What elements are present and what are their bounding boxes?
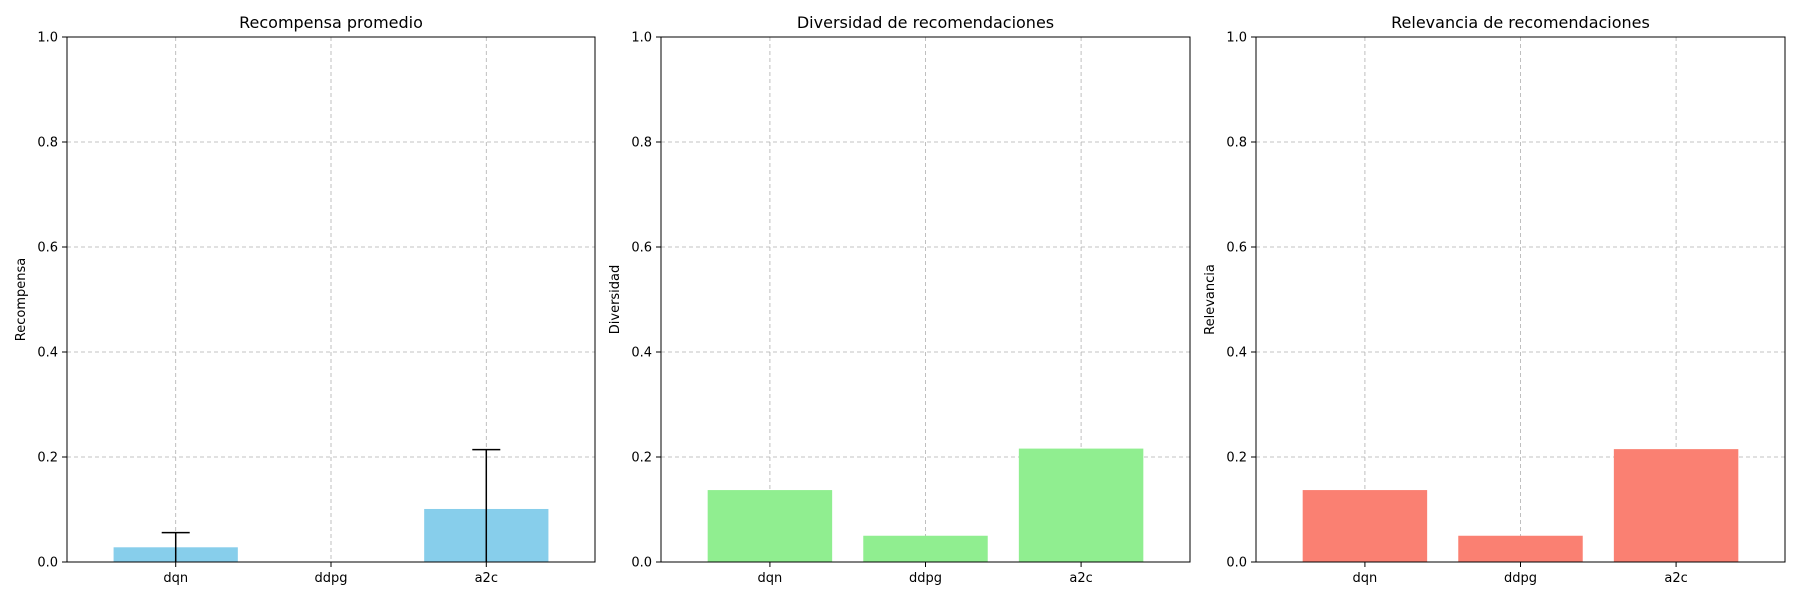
y-tick-label: 0.6 <box>1226 241 1247 256</box>
y-tick-label: 0.2 <box>631 451 652 466</box>
y-tick-label: 0.2 <box>37 451 58 466</box>
y-tick-label: 1.0 <box>631 31 652 46</box>
y-tick-label: 0.6 <box>631 241 652 256</box>
chart-panel-2: 0.0 0.2 0.4 0.6 0.8 1.0 dqn ddpg a2c Diversidad d… <box>608 13 1191 586</box>
y-tick-label: 0.8 <box>631 136 652 151</box>
x-tick-label: a2c <box>475 571 498 586</box>
y-axis-label: Diversidad <box>608 265 623 335</box>
x-tick-label: a2c <box>1664 571 1687 586</box>
y-tick-label: 0.0 <box>1226 556 1247 571</box>
y-axis-label: Relevancia <box>1203 264 1218 335</box>
bar-ddpg <box>863 535 988 562</box>
x-tick-label: dqn <box>758 571 783 586</box>
y-tick-label: 0.4 <box>37 346 58 361</box>
x-tick-label: dqn <box>163 571 188 586</box>
y-tick-label: 1.0 <box>1226 31 1247 46</box>
y-tick-label: 0.4 <box>1226 346 1247 361</box>
x-tick-label: ddpg <box>314 571 347 586</box>
bar-dqn <box>707 490 833 562</box>
y-tick-label: 0.2 <box>1226 451 1247 466</box>
chart-title: Relevancia de recomendaciones <box>1391 13 1650 32</box>
bar-a2c <box>1018 448 1144 562</box>
chart-title: Recompensa promedio <box>239 13 423 32</box>
y-tick-label: 0.8 <box>37 136 58 151</box>
x-tick-label: ddpg <box>909 571 942 586</box>
y-tick-label: 0.6 <box>37 241 58 256</box>
y-tick-label: 0.8 <box>1226 136 1247 151</box>
axes-frame <box>660 36 1191 563</box>
x-tick-label: dqn <box>1353 571 1378 586</box>
bar-a2c <box>1613 449 1739 562</box>
y-tick-label: 0.0 <box>37 556 58 571</box>
chart-title: Diversidad de recomendaciones <box>797 13 1054 32</box>
axes-frame <box>1255 36 1786 563</box>
y-tick-label: 1.0 <box>37 31 58 46</box>
chart-panel-1: 0.0 0.2 0.4 0.6 0.8 1.0 dqn ddpg a2c Recompensa p… <box>14 13 596 586</box>
x-tick-label: ddpg <box>1504 571 1537 586</box>
bar-dqn <box>1302 490 1428 562</box>
y-axis-label: Recompensa <box>14 258 29 341</box>
y-tick-label: 0.4 <box>631 346 652 361</box>
axes-frame <box>66 36 596 563</box>
bar-ddpg <box>1458 535 1583 562</box>
chart-panel-3: 0.0 0.2 0.4 0.6 0.8 1.0 dqn ddpg a2c Relevancia d… <box>1203 13 1786 586</box>
y-tick-label: 0.0 <box>631 556 652 571</box>
x-tick-label: a2c <box>1069 571 1092 586</box>
